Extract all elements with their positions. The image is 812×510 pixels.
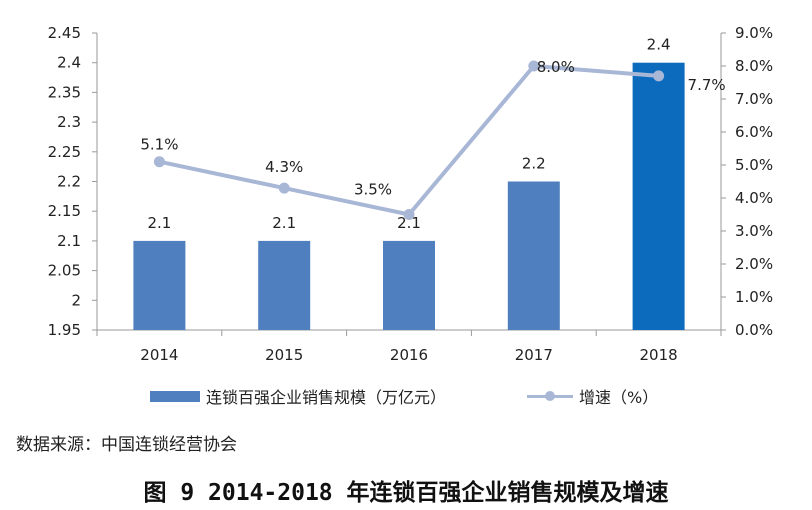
y-right-tick-label: 1.0%	[735, 288, 773, 306]
growth-data-label: 8.0%	[537, 58, 575, 76]
y-right-tick-label: 9.0%	[735, 24, 773, 42]
bar-data-label: 2.2	[522, 155, 546, 173]
y-right-tick-label: 7.0%	[735, 90, 773, 108]
y-left-tick-label: 2.25	[48, 143, 81, 161]
x-tick-label: 2015	[265, 346, 303, 364]
growth-point	[153, 156, 165, 168]
legend: 连锁百强企业销售规模（万亿元） 增速（%）	[0, 383, 812, 409]
y-left-tick-label: 2.05	[48, 262, 81, 280]
y-right-tick-label: 8.0%	[735, 57, 773, 75]
y-left-tick-label: 2	[71, 291, 81, 309]
bar	[383, 240, 435, 330]
legend-label-growth: 增速（%）	[579, 388, 659, 407]
bar-data-label: 2.1	[397, 214, 421, 232]
y-right-tick-label: 4.0%	[735, 189, 773, 207]
growth-point	[278, 182, 290, 194]
growth-point	[528, 60, 540, 72]
legend-line-swatch	[527, 390, 573, 402]
y-left-tick-label: 2.3	[57, 113, 81, 131]
bar-data-label: 2.4	[647, 36, 671, 54]
legend-bar-swatch	[150, 390, 200, 402]
x-tick-label: 2017	[515, 346, 553, 364]
y-right-tick-label: 6.0%	[735, 123, 773, 141]
x-tick-label: 2016	[390, 346, 428, 364]
bar-data-label: 2.1	[147, 214, 171, 232]
y-left-tick-label: 2.4	[57, 54, 81, 72]
y-right-tick-label: 0.0%	[735, 321, 773, 339]
combo-chart: 2.45 2.4 2.35 2.3 2.25 2.2 2.15 2.1 2.05 2 1.95 9.0…	[48, 24, 774, 364]
growth-data-label: 5.1%	[140, 136, 178, 154]
legend-item-sales: 连锁百强企业销售规模（万亿元）	[150, 383, 446, 409]
growth-line	[158, 64, 659, 217]
legend-label-sales: 连锁百强企业销售规模（万亿元）	[206, 388, 447, 407]
y-left-tick-label: 2.15	[48, 202, 81, 220]
growth-data-label: 7.7%	[688, 76, 726, 94]
y-right-tick-label: 2.0%	[735, 255, 773, 273]
x-tick-label: 2014	[140, 346, 178, 364]
growth-point	[653, 70, 665, 82]
y-left-tick-label: 2.1	[57, 232, 81, 250]
bar	[632, 62, 685, 330]
growth-data-label: 3.5%	[354, 181, 392, 199]
data-source-note: 数据来源：中国连锁经营协会	[16, 435, 237, 455]
bar-data-label: 2.1	[272, 214, 296, 232]
bar	[507, 181, 560, 330]
x-tick-label: 2018	[640, 346, 678, 364]
y-left-tick-label: 2.2	[57, 173, 81, 191]
y-left-tick-label: 2.35	[48, 83, 81, 101]
y-right-tick-label: 3.0%	[735, 222, 773, 240]
growth-data-label: 4.3%	[265, 158, 303, 176]
bar	[258, 240, 311, 330]
figure-caption: 图 9 2014-2018 年连锁百强企业销售规模及增速	[143, 480, 669, 506]
y-left-tick-label: 1.95	[48, 321, 81, 339]
bar	[133, 240, 186, 330]
y-left-tick-label: 2.45	[48, 24, 81, 42]
growth-point	[403, 209, 415, 220]
y-right-tick-label: 5.0%	[735, 156, 773, 174]
legend-item-growth: 增速（%）	[527, 383, 658, 409]
